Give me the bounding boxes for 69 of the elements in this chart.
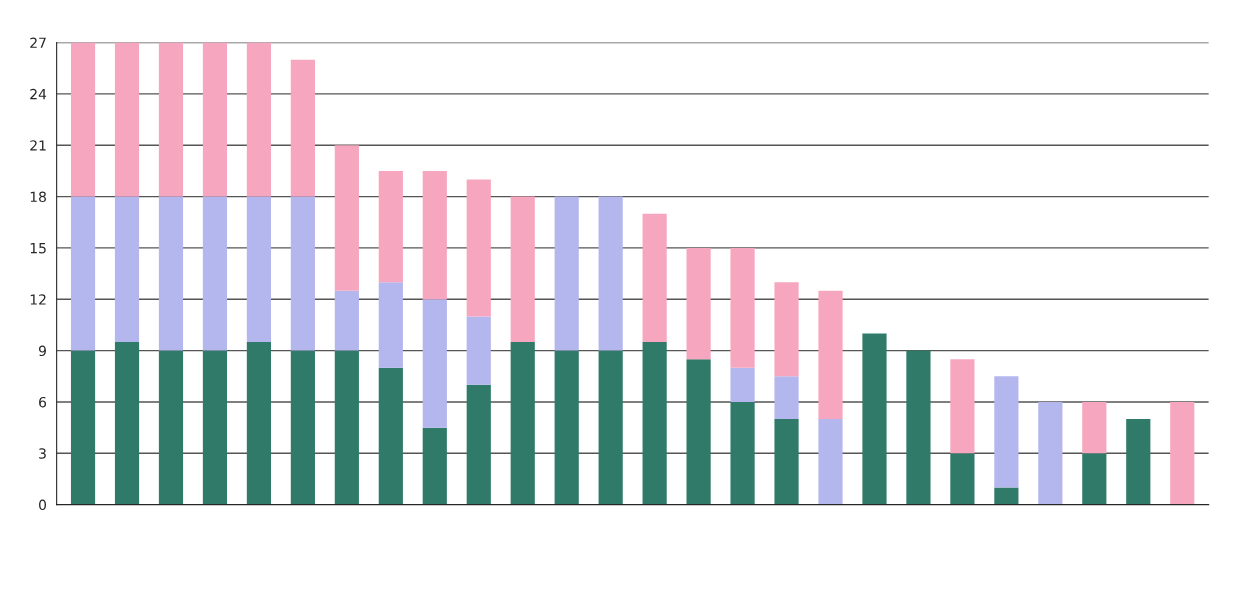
bar <box>202 196 228 351</box>
bar <box>774 419 799 505</box>
bar <box>422 170 447 300</box>
bar <box>994 487 1019 505</box>
bar <box>466 179 491 317</box>
y-tick-label: 3 <box>39 448 46 459</box>
bar <box>466 316 491 385</box>
bar <box>246 196 271 343</box>
bar <box>378 282 403 368</box>
bar <box>730 367 755 402</box>
bar <box>334 350 359 505</box>
bar <box>950 359 975 454</box>
bar <box>554 350 579 505</box>
bar <box>422 299 447 428</box>
bar <box>1126 419 1151 505</box>
y-tick-label: 6 <box>39 396 47 408</box>
bar <box>290 59 315 197</box>
bar <box>334 290 359 351</box>
y-tick-label: 27 <box>30 37 46 48</box>
bar <box>906 350 931 505</box>
bar <box>378 367 403 505</box>
y-tick-label: 12 <box>30 294 46 305</box>
bar <box>774 282 799 377</box>
bar <box>334 145 359 291</box>
bar <box>686 359 711 505</box>
bar <box>862 333 887 505</box>
y-tick-label: 21 <box>30 140 46 151</box>
bar <box>598 350 623 505</box>
bar <box>378 170 403 283</box>
bar <box>202 42 228 197</box>
bar <box>554 196 579 351</box>
bar <box>730 401 755 505</box>
bar <box>818 419 843 505</box>
bar <box>730 247 755 368</box>
bar <box>158 196 184 351</box>
bar <box>774 376 799 420</box>
bar <box>70 196 96 351</box>
bar <box>114 42 140 197</box>
bar <box>202 350 228 505</box>
bar <box>290 196 315 351</box>
bar <box>642 213 667 343</box>
bar <box>1082 401 1107 454</box>
bar <box>290 350 315 505</box>
bar <box>1038 401 1063 505</box>
y-tick-label: 15 <box>30 243 46 254</box>
bar <box>598 196 623 351</box>
bar <box>70 350 96 505</box>
bar <box>510 342 535 505</box>
bar <box>1170 401 1195 505</box>
bar <box>246 342 271 505</box>
bar <box>114 342 140 505</box>
bar <box>466 384 491 505</box>
bar <box>510 196 535 343</box>
y-tick-label: 0 <box>39 499 47 511</box>
bar <box>950 453 975 505</box>
bar <box>1082 453 1107 505</box>
bar <box>818 290 843 420</box>
bar <box>686 247 711 360</box>
bar <box>114 196 140 343</box>
bar <box>246 42 271 197</box>
y-tick-label: 24 <box>30 88 47 100</box>
y-tick-label: 9 <box>38 345 46 357</box>
bar <box>70 42 96 197</box>
y-tick-label: 18 <box>30 191 46 203</box>
bar <box>994 376 1019 488</box>
bar <box>642 342 667 505</box>
bar <box>422 427 447 505</box>
bar <box>158 42 184 197</box>
bar <box>158 350 184 505</box>
